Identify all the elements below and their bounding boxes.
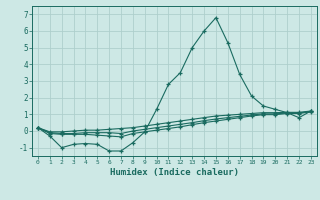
X-axis label: Humidex (Indice chaleur): Humidex (Indice chaleur) bbox=[110, 168, 239, 177]
